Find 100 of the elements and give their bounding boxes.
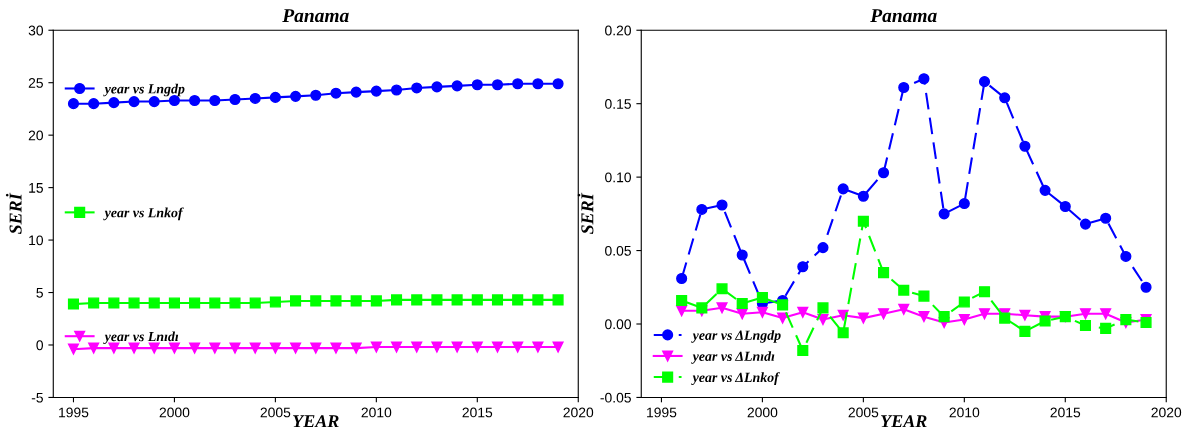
x-tick-label: 2000 bbox=[747, 407, 778, 418]
point bbox=[88, 98, 100, 110]
point bbox=[716, 302, 728, 314]
point bbox=[797, 306, 809, 318]
y-tick-label: 25 bbox=[28, 78, 43, 88]
point bbox=[857, 190, 869, 202]
point bbox=[716, 199, 728, 211]
point bbox=[777, 299, 789, 311]
point bbox=[817, 242, 829, 254]
point bbox=[756, 306, 768, 318]
point bbox=[1100, 212, 1112, 224]
point bbox=[310, 89, 322, 101]
point bbox=[817, 314, 829, 326]
point bbox=[471, 341, 483, 353]
legend-label: year vs Lngdp bbox=[103, 83, 185, 97]
point bbox=[370, 85, 382, 97]
point bbox=[269, 342, 281, 354]
point bbox=[249, 342, 261, 354]
point bbox=[148, 342, 160, 354]
point bbox=[350, 342, 362, 354]
point bbox=[938, 311, 950, 323]
point bbox=[1079, 218, 1092, 230]
point bbox=[938, 208, 950, 220]
x-tick-label: 1995 bbox=[59, 407, 89, 418]
point bbox=[837, 183, 849, 195]
point bbox=[837, 327, 849, 339]
point bbox=[1019, 325, 1031, 337]
y-tick-label: 5 bbox=[36, 288, 43, 298]
point bbox=[1140, 281, 1152, 293]
point bbox=[999, 92, 1011, 104]
y-tick-label: -5 bbox=[31, 392, 43, 403]
x-tick-label: 1995 bbox=[647, 407, 677, 418]
point bbox=[229, 342, 241, 354]
point bbox=[209, 342, 221, 354]
y-axis-title: SERİ bbox=[5, 192, 22, 235]
point bbox=[491, 294, 504, 306]
x-tick-label: 2020 bbox=[563, 407, 594, 418]
x-tick-label: 2010 bbox=[949, 407, 980, 418]
point bbox=[88, 342, 100, 354]
point bbox=[431, 81, 443, 93]
y-axis-title: SERİ bbox=[577, 192, 594, 235]
point bbox=[269, 296, 281, 308]
point bbox=[918, 290, 930, 302]
point bbox=[411, 82, 423, 94]
point bbox=[552, 294, 564, 306]
point bbox=[249, 297, 261, 309]
point bbox=[330, 295, 342, 307]
point bbox=[168, 342, 180, 354]
point bbox=[88, 297, 100, 309]
point bbox=[878, 267, 890, 279]
point bbox=[696, 302, 708, 314]
point bbox=[898, 284, 910, 296]
point bbox=[249, 92, 261, 104]
point bbox=[390, 341, 403, 353]
legend-label: year vs Lnkof bbox=[103, 207, 184, 221]
point bbox=[67, 98, 80, 110]
point bbox=[431, 341, 443, 353]
point bbox=[1079, 319, 1092, 332]
point bbox=[411, 341, 423, 353]
point bbox=[471, 79, 483, 91]
point bbox=[736, 297, 748, 309]
point bbox=[857, 215, 869, 227]
point bbox=[1039, 184, 1051, 196]
point bbox=[696, 203, 708, 215]
point bbox=[736, 249, 748, 261]
point bbox=[350, 86, 362, 98]
point bbox=[716, 283, 728, 295]
legend-label: year vs ΔLngdp bbox=[691, 330, 781, 343]
point bbox=[67, 298, 80, 310]
point bbox=[229, 93, 241, 106]
point bbox=[797, 261, 809, 273]
point bbox=[189, 342, 201, 354]
point bbox=[310, 295, 322, 307]
chart-title: Panama bbox=[870, 9, 937, 23]
point bbox=[676, 272, 688, 285]
y-tick-label: 30 bbox=[28, 25, 44, 36]
x-tick-label: 2005 bbox=[260, 407, 291, 418]
point bbox=[878, 167, 890, 179]
point bbox=[390, 84, 403, 96]
point bbox=[898, 303, 910, 315]
point bbox=[1059, 200, 1071, 213]
x-tick-label: 2005 bbox=[848, 407, 879, 418]
point bbox=[229, 297, 241, 309]
point bbox=[290, 342, 302, 354]
point bbox=[290, 90, 302, 102]
chart-title: Panama bbox=[282, 9, 349, 23]
point bbox=[958, 314, 970, 326]
point bbox=[390, 294, 403, 306]
x-axis-title: YEAR bbox=[293, 415, 339, 428]
point bbox=[532, 341, 544, 353]
x-tick-label: 2020 bbox=[1151, 407, 1182, 418]
y-tick-label: 20 bbox=[28, 130, 44, 141]
point bbox=[1079, 308, 1092, 320]
y-tick-label: 0.20 bbox=[605, 25, 631, 36]
point bbox=[411, 294, 423, 306]
y-tick-label: 0.00 bbox=[605, 319, 631, 330]
point bbox=[330, 342, 342, 354]
point bbox=[451, 80, 463, 92]
x-tick-label: 2015 bbox=[1050, 407, 1081, 418]
point bbox=[108, 97, 120, 109]
